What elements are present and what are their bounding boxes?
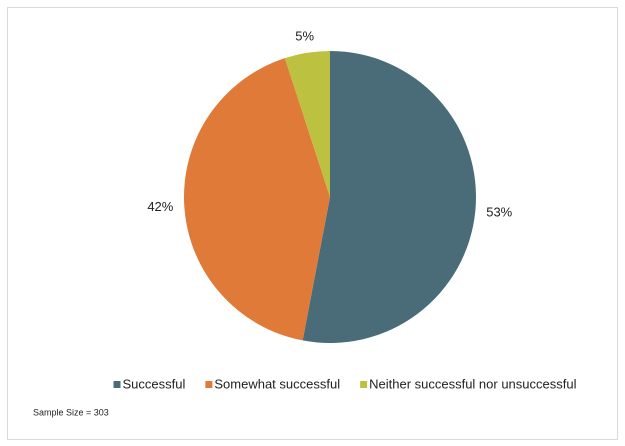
legend-swatch [113,381,121,388]
pie-slice [184,58,330,341]
data-label: 42% [147,199,173,214]
legend-swatch [360,381,368,388]
legend-label: Somewhat successful [214,376,340,391]
data-label: 5% [295,28,314,43]
legend-swatch [205,381,213,388]
legend-label: Successful [123,376,186,391]
data-label: 53% [486,204,512,219]
pie-slice [284,51,330,197]
legend-label: Neither successful nor unsuccessful [369,376,576,391]
pie-slice [302,51,476,343]
sample-note: Sample Size = 303 [33,407,109,417]
